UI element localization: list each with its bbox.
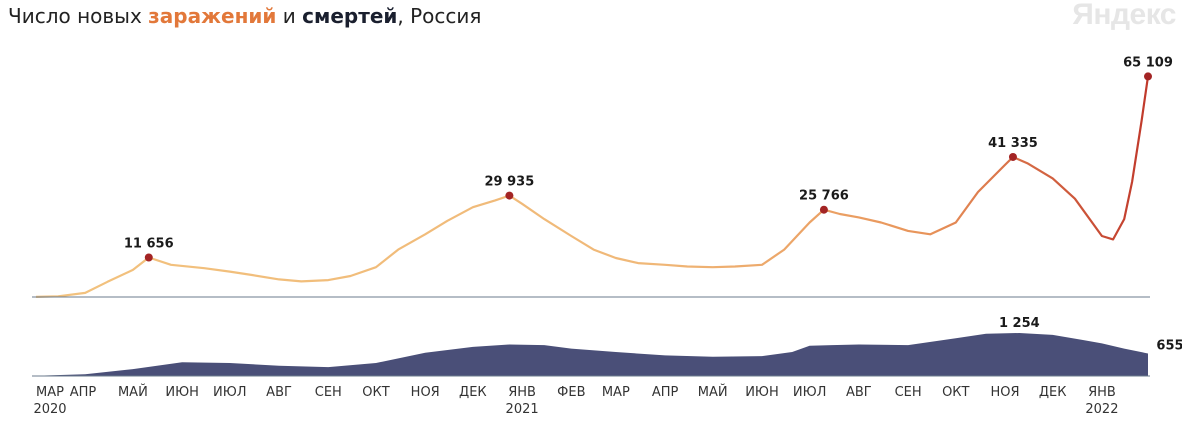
cases-line: [35, 76, 1150, 298]
x-tick-label: ИЮЛ: [213, 385, 247, 400]
x-tick-label: АПР: [70, 385, 97, 400]
yandex-logo: Яндекс: [1072, 0, 1176, 31]
peak-label: 11 656: [124, 237, 174, 252]
deaths-label: 1 254: [999, 316, 1040, 331]
title-deaths: смертей: [302, 4, 398, 28]
x-tick-label: ЯНВ: [508, 385, 536, 400]
chart-title: Число новых заражений и смертей, Россия: [8, 4, 481, 28]
x-tick: ДЕК: [1039, 385, 1067, 400]
x-tick: СЕН: [315, 385, 342, 400]
x-tick: МАР 2020: [33, 385, 66, 417]
x-tick: МАЙ: [698, 384, 728, 400]
x-tick-year: 2022: [1085, 402, 1118, 417]
x-tick: АВГ: [846, 385, 872, 400]
x-tick-label: ИЮЛ: [793, 385, 827, 400]
x-tick-label: АПР: [652, 385, 679, 400]
x-tick-label: ДЕК: [1039, 385, 1067, 400]
peak-marker: [1144, 72, 1152, 81]
x-tick-label: СЕН: [895, 385, 922, 400]
x-tick-label: ДЕК: [459, 385, 487, 400]
x-tick-label: МАЙ: [698, 384, 728, 400]
x-tick: НОЯ: [991, 385, 1020, 400]
x-tick: МАЙ: [118, 384, 148, 400]
x-tick: ЯНВ 2021: [506, 385, 539, 417]
title-prefix: Число новых: [8, 4, 149, 28]
peak-label: 41 335: [988, 136, 1038, 151]
x-tick-label: ИЮН: [165, 385, 199, 400]
x-tick-label: ЯНВ: [1088, 385, 1116, 400]
peak-marker: [819, 205, 828, 214]
x-tick-year: 2021: [506, 402, 539, 417]
x-tick-label: ОКТ: [942, 385, 969, 400]
x-tick-label: АВГ: [266, 385, 292, 400]
x-tick: НОЯ: [411, 385, 440, 400]
deaths-area: [36, 333, 1148, 376]
peak-label: 25 766: [799, 189, 849, 204]
x-tick: АПР: [70, 385, 97, 400]
peak-marker: [144, 253, 153, 262]
x-tick-label: СЕН: [315, 385, 342, 400]
x-tick: ИЮЛ: [793, 385, 827, 400]
title-mid: и: [276, 4, 303, 28]
x-tick-label: АВГ: [846, 385, 872, 400]
peak-label: 29 935: [485, 175, 535, 190]
x-tick: МАР: [602, 385, 630, 400]
x-tick-label: ОКТ: [362, 385, 389, 400]
peak-marker: [505, 191, 514, 200]
title-cases: заражений: [148, 4, 277, 28]
title-suffix: , Россия: [397, 4, 482, 28]
x-tick: СЕН: [895, 385, 922, 400]
x-tick-label: ИЮН: [745, 385, 779, 400]
x-tick: ИЮЛ: [213, 385, 247, 400]
x-tick-year: 2020: [33, 402, 66, 417]
x-tick: ИЮН: [745, 385, 779, 400]
x-tick-label: МАР: [602, 385, 630, 400]
x-tick: АПР: [652, 385, 679, 400]
x-tick: ФЕВ: [557, 385, 585, 400]
x-tick: ЯНВ 2022: [1085, 385, 1118, 417]
x-tick: ОКТ: [942, 385, 969, 400]
x-tick-label: ФЕВ: [557, 385, 585, 400]
peak-marker: [1008, 152, 1017, 161]
x-tick: ОКТ: [362, 385, 389, 400]
x-tick-label: НОЯ: [991, 385, 1020, 400]
x-tick-label: МАР: [36, 385, 64, 400]
x-tick: АВГ: [266, 385, 292, 400]
x-tick: ДЕК: [459, 385, 487, 400]
deaths-label: 655: [1156, 339, 1182, 354]
x-tick-label: МАЙ: [118, 384, 148, 400]
x-tick: ИЮН: [165, 385, 199, 400]
peak-label: 65 109: [1123, 55, 1173, 70]
x-tick-label: НОЯ: [411, 385, 440, 400]
